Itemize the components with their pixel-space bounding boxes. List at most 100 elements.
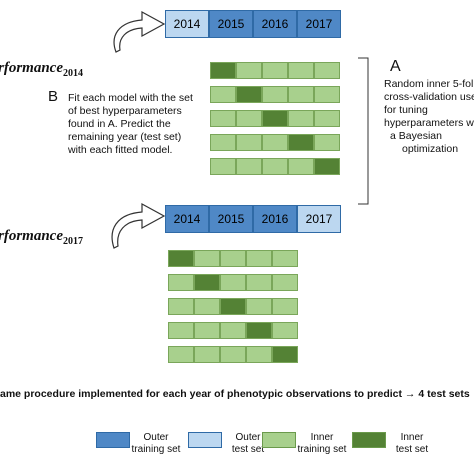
cv-cell-inner-training xyxy=(272,322,298,339)
year-cell: 2016 xyxy=(253,10,297,38)
cv-cell-inner-training xyxy=(210,134,236,151)
cv-cell-inner-training xyxy=(246,250,272,267)
cv-row xyxy=(210,158,340,175)
cv-row xyxy=(168,274,298,291)
legend-label-line: test set xyxy=(231,444,265,455)
performance-subscript: 2014 xyxy=(63,68,83,79)
cv-cell-inner-training xyxy=(246,274,272,291)
cv-cell-inner-training xyxy=(246,346,272,363)
cv-cell-inner-training xyxy=(236,158,262,175)
cv-cell-inner-training xyxy=(314,134,340,151)
cv-cell-inner-training xyxy=(288,62,314,79)
cv-cell-inner-training xyxy=(168,346,194,363)
legend-label-line: training set xyxy=(297,444,347,455)
text-a-line: optimization xyxy=(402,143,459,155)
curved-arrow-icon-bottom xyxy=(111,202,166,249)
cv-cell-inner-training xyxy=(168,274,194,291)
legend-label-line: test set xyxy=(395,444,429,455)
text-b-line: Fit each model with the set xyxy=(68,92,193,104)
legend-label: Outer training set xyxy=(126,432,186,456)
year-cell: 2015 xyxy=(209,205,253,233)
text-a-line: hyperparameters w xyxy=(384,117,474,129)
legend-swatch xyxy=(96,432,130,448)
text-b-line: remaining year (test set) xyxy=(68,131,182,143)
label-a: A xyxy=(390,58,401,75)
cv-cell-inner-training xyxy=(194,250,220,267)
text-b: Fit each model with the set of best hype… xyxy=(68,92,208,157)
cv-cell-inner-training xyxy=(220,346,246,363)
cv-row xyxy=(168,298,298,315)
legend-label-line: Outer xyxy=(235,432,261,443)
legend-label-line: training set xyxy=(131,444,181,455)
cv-cell-inner-training xyxy=(314,62,340,79)
year-cell: 2017 xyxy=(297,205,341,233)
text-b-line: of best hyperparameters xyxy=(68,105,182,117)
cv-cell-inner-test xyxy=(168,250,194,267)
cv-cell-inner-training xyxy=(210,110,236,127)
performance-text: rformance xyxy=(0,228,63,244)
cv-cell-inner-training xyxy=(272,250,298,267)
cv-cell-inner-training xyxy=(288,110,314,127)
cv-cell-inner-test xyxy=(236,86,262,103)
cv-cell-inner-training xyxy=(168,322,194,339)
legend-label: Outer test set xyxy=(218,432,278,456)
cv-cell-inner-training xyxy=(262,134,288,151)
text-a-line: cross-validation use xyxy=(384,91,474,103)
legend-label-line: Inner xyxy=(400,432,424,443)
cv-cell-inner-training xyxy=(194,322,220,339)
cv-row xyxy=(168,346,298,363)
cv-row xyxy=(168,250,298,267)
text-b-line: found in A. Predict the xyxy=(68,118,171,130)
legend-swatch xyxy=(262,432,296,448)
year-bar-bottom: 2014 2015 2016 2017 xyxy=(165,205,341,233)
bracket-a xyxy=(358,57,369,205)
performance-label-2014: rformance2014 xyxy=(0,60,83,79)
cv-cell-inner-test xyxy=(272,346,298,363)
cv-cell-inner-training xyxy=(220,322,246,339)
legend-swatch xyxy=(188,432,222,448)
cv-cell-inner-test xyxy=(314,158,340,175)
cv-cell-inner-training xyxy=(236,62,262,79)
cv-cell-inner-training xyxy=(262,158,288,175)
cv-cell-inner-training xyxy=(272,298,298,315)
cv-cell-inner-training xyxy=(236,110,262,127)
cv-cell-inner-training xyxy=(262,62,288,79)
cv-cell-inner-training xyxy=(288,158,314,175)
cv-cell-inner-training xyxy=(168,298,194,315)
legend-swatch xyxy=(352,432,386,448)
legend-label: Inner training set xyxy=(292,432,352,456)
cv-cell-inner-training xyxy=(262,86,288,103)
cv-cell-inner-test xyxy=(220,298,246,315)
cv-cell-inner-training xyxy=(194,346,220,363)
text-a-line: Random inner 5-fol xyxy=(384,78,474,90)
curved-arrow-icon-top xyxy=(113,10,166,53)
year-cell: 2017 xyxy=(297,10,341,38)
legend-label-line: Outer xyxy=(143,432,169,443)
cv-cell-inner-test xyxy=(210,62,236,79)
year-cell: 2016 xyxy=(253,205,297,233)
cv-cell-inner-training xyxy=(220,274,246,291)
cv-cell-inner-training xyxy=(314,110,340,127)
performance-label-2017: rformance2017 xyxy=(0,228,83,247)
cv-cell-inner-test xyxy=(246,322,272,339)
cv-cell-inner-test xyxy=(194,274,220,291)
cv-row xyxy=(168,322,298,339)
cv-row xyxy=(210,134,340,151)
cv-cell-inner-test xyxy=(262,110,288,127)
cv-cell-inner-training xyxy=(272,274,298,291)
text-a: Random inner 5-fol cross-validation use … xyxy=(384,78,474,156)
text-a-line: a Bayesian xyxy=(390,130,442,142)
cv-row xyxy=(210,62,340,79)
performance-subscript: 2017 xyxy=(63,236,83,247)
label-b: B xyxy=(48,88,59,105)
cv-cell-inner-training xyxy=(236,134,262,151)
cv-cell-inner-test xyxy=(288,134,314,151)
text-b-line: with each fitted model. xyxy=(68,144,173,156)
cv-cell-inner-training xyxy=(210,158,236,175)
text-a-line: for tuning xyxy=(384,104,428,116)
footer-text: ame procedure implemented for each year … xyxy=(0,388,470,400)
year-cell: 2015 xyxy=(209,10,253,38)
cv-cell-inner-training xyxy=(246,298,272,315)
cv-row xyxy=(210,86,340,103)
cv-cell-inner-training xyxy=(210,86,236,103)
